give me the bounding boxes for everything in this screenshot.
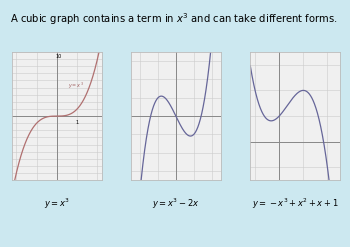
Text: $y=x^3$: $y=x^3$ — [68, 81, 84, 91]
Text: $y = -x^3 + x^2 + x + 1$: $y = -x^3 + x^2 + x + 1$ — [252, 196, 338, 211]
Text: 10: 10 — [56, 54, 62, 59]
Text: 1: 1 — [76, 120, 79, 125]
Text: A cubic graph contains a term in $x^3$ and can take different forms.: A cubic graph contains a term in $x^3$ a… — [10, 11, 338, 27]
Text: $y = x^3 - 2x$: $y = x^3 - 2x$ — [152, 196, 200, 211]
Text: $y = x^3$: $y = x^3$ — [44, 196, 70, 211]
